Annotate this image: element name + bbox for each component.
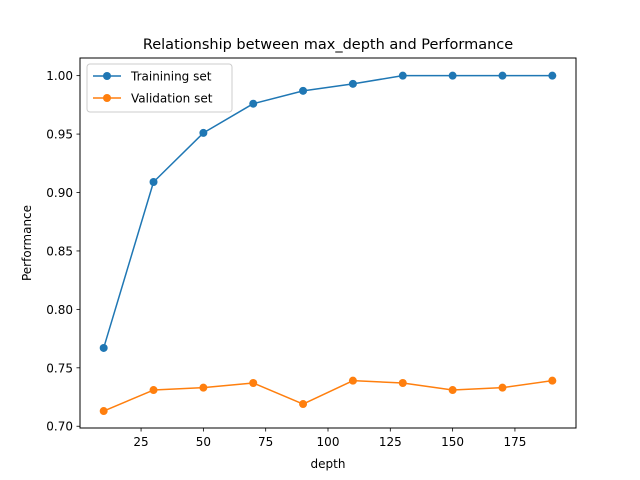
y-tick-label: 0.85 bbox=[46, 244, 73, 258]
data-point bbox=[99, 343, 108, 352]
x-tick-label: 175 bbox=[503, 435, 526, 449]
y-axis: 0.70 0.75 0.80 0.85 0.90 0.95 1.00 bbox=[46, 69, 80, 434]
legend: Trainining set Validation set bbox=[86, 63, 233, 113]
y-tick-label: 0.70 bbox=[46, 420, 73, 434]
x-tick-label: 50 bbox=[196, 435, 211, 449]
plot-frame bbox=[79, 57, 577, 429]
y-tick-label: 0.95 bbox=[46, 128, 73, 142]
data-point bbox=[348, 376, 357, 385]
data-point bbox=[448, 71, 457, 80]
data-point bbox=[249, 99, 258, 108]
legend-marker bbox=[103, 72, 111, 80]
data-point bbox=[548, 71, 557, 80]
y-tick-label: 0.75 bbox=[46, 361, 73, 375]
legend-marker bbox=[103, 94, 111, 102]
x-tick-label: 150 bbox=[441, 435, 464, 449]
x-axis: 25 50 75 100 125 150 175 bbox=[133, 428, 526, 449]
series-line-1 bbox=[102, 74, 553, 349]
x-axis-label: depth bbox=[311, 457, 346, 471]
x-tick-label: 125 bbox=[379, 435, 402, 449]
data-point bbox=[398, 71, 407, 80]
data-point bbox=[299, 400, 308, 409]
data-point bbox=[299, 86, 308, 95]
data-point bbox=[398, 379, 407, 388]
data-point bbox=[448, 386, 457, 395]
legend-box bbox=[86, 63, 233, 113]
data-point bbox=[199, 383, 208, 392]
data-point bbox=[199, 128, 208, 137]
y-axis-label: Performance bbox=[20, 205, 34, 281]
x-tick-label: 100 bbox=[317, 435, 340, 449]
data-point bbox=[249, 379, 258, 388]
data-point bbox=[498, 71, 507, 80]
y-tick-label: 1.00 bbox=[46, 69, 73, 83]
data-point bbox=[99, 407, 108, 416]
data-point bbox=[548, 376, 557, 385]
legend-label: Trainining set bbox=[130, 70, 212, 84]
data-point bbox=[348, 79, 357, 88]
data-point bbox=[498, 383, 507, 392]
x-tick-label: 75 bbox=[258, 435, 273, 449]
x-tick-label: 25 bbox=[133, 435, 148, 449]
y-tick-label: 0.80 bbox=[46, 303, 73, 317]
plot-area bbox=[99, 71, 557, 416]
legend-label: Validation set bbox=[131, 92, 213, 106]
data-point bbox=[149, 386, 158, 395]
data-point bbox=[149, 177, 158, 186]
chart-title: Relationship between max_depth and Perfo… bbox=[143, 37, 513, 53]
y-tick-label: 0.90 bbox=[46, 186, 73, 200]
series-line-2 bbox=[103, 379, 553, 412]
